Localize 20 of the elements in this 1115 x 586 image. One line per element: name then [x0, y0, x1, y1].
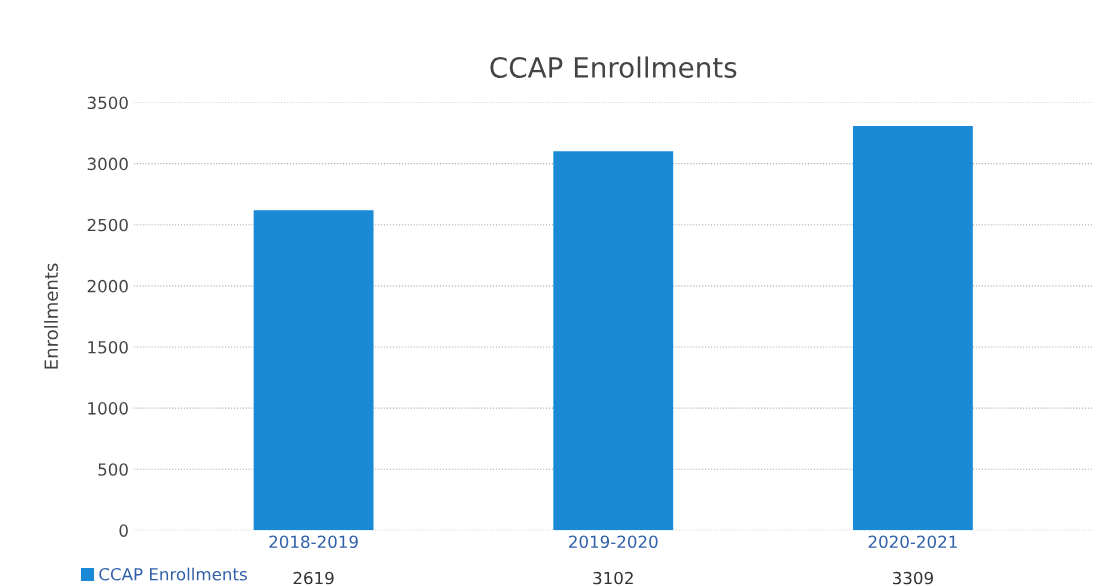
- data-label: 3309: [892, 571, 933, 585]
- y-axis-title: Enrollments: [44, 263, 59, 369]
- x-tick-label: 2019-2020: [569, 535, 658, 549]
- y-tick-label: 500: [98, 463, 128, 476]
- bar: [852, 125, 973, 531]
- y-tick-label: 3000: [87, 157, 128, 171]
- y-tick-label: 2500: [87, 218, 128, 232]
- y-tick-label: 2000: [87, 279, 128, 293]
- y-tick-label: 1500: [88, 340, 128, 354]
- x-tick-label: 2020-2021: [868, 535, 957, 549]
- data-label: 2619: [293, 571, 334, 585]
- y-tick-label: 1000: [88, 402, 128, 415]
- legend-label: CCAP Enrollments: [99, 567, 247, 581]
- y-tick-label: 0: [119, 524, 128, 537]
- bar: [553, 151, 674, 531]
- data-label: 3102: [593, 571, 633, 585]
- chart-title: CCAP Enrollments: [490, 56, 737, 78]
- y-tick-label: 3500: [87, 96, 128, 110]
- bar: [253, 210, 374, 531]
- x-tick-label: 2018-2019: [269, 535, 358, 549]
